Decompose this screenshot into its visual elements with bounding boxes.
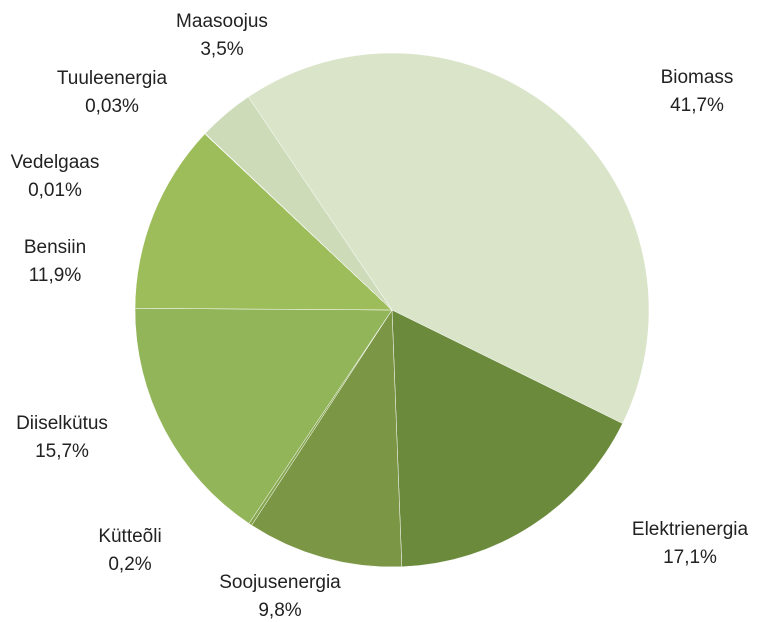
slice-label: Kütteõli — [98, 526, 161, 547]
slice-label: Elektrienergia — [632, 519, 749, 540]
slice-value-label: 11,9% — [29, 265, 82, 286]
slice-value-label: 0,01% — [28, 180, 82, 201]
slice-value-label: 9,8% — [258, 600, 301, 621]
slice-label: Soojusenergia — [219, 572, 341, 593]
slice-label: Bensiin — [24, 237, 86, 258]
slice-value-label: 15,7% — [35, 441, 89, 462]
slice-value-label: 17,1% — [663, 547, 717, 568]
pie-slice — [247, 52, 650, 424]
slice-label: Tuuleenergia — [57, 68, 168, 89]
slice-value-label: 41,7% — [670, 95, 724, 116]
slice-label: Diiselkütus — [16, 413, 108, 434]
slice-label: Vedelgaas — [11, 152, 100, 173]
pie-slice — [391, 309, 623, 568]
slice-label: Maasoojus — [176, 11, 268, 32]
slice-value-label: 0,2% — [108, 554, 151, 575]
slice-value-label: 3,5% — [200, 39, 243, 60]
pie-slice — [251, 309, 403, 568]
pie-slice — [134, 133, 393, 311]
pie-slice — [134, 308, 393, 524]
slice-label: Biomass — [661, 67, 734, 88]
pie-slice — [204, 96, 393, 311]
slice-value-label: 0,03% — [85, 96, 139, 117]
